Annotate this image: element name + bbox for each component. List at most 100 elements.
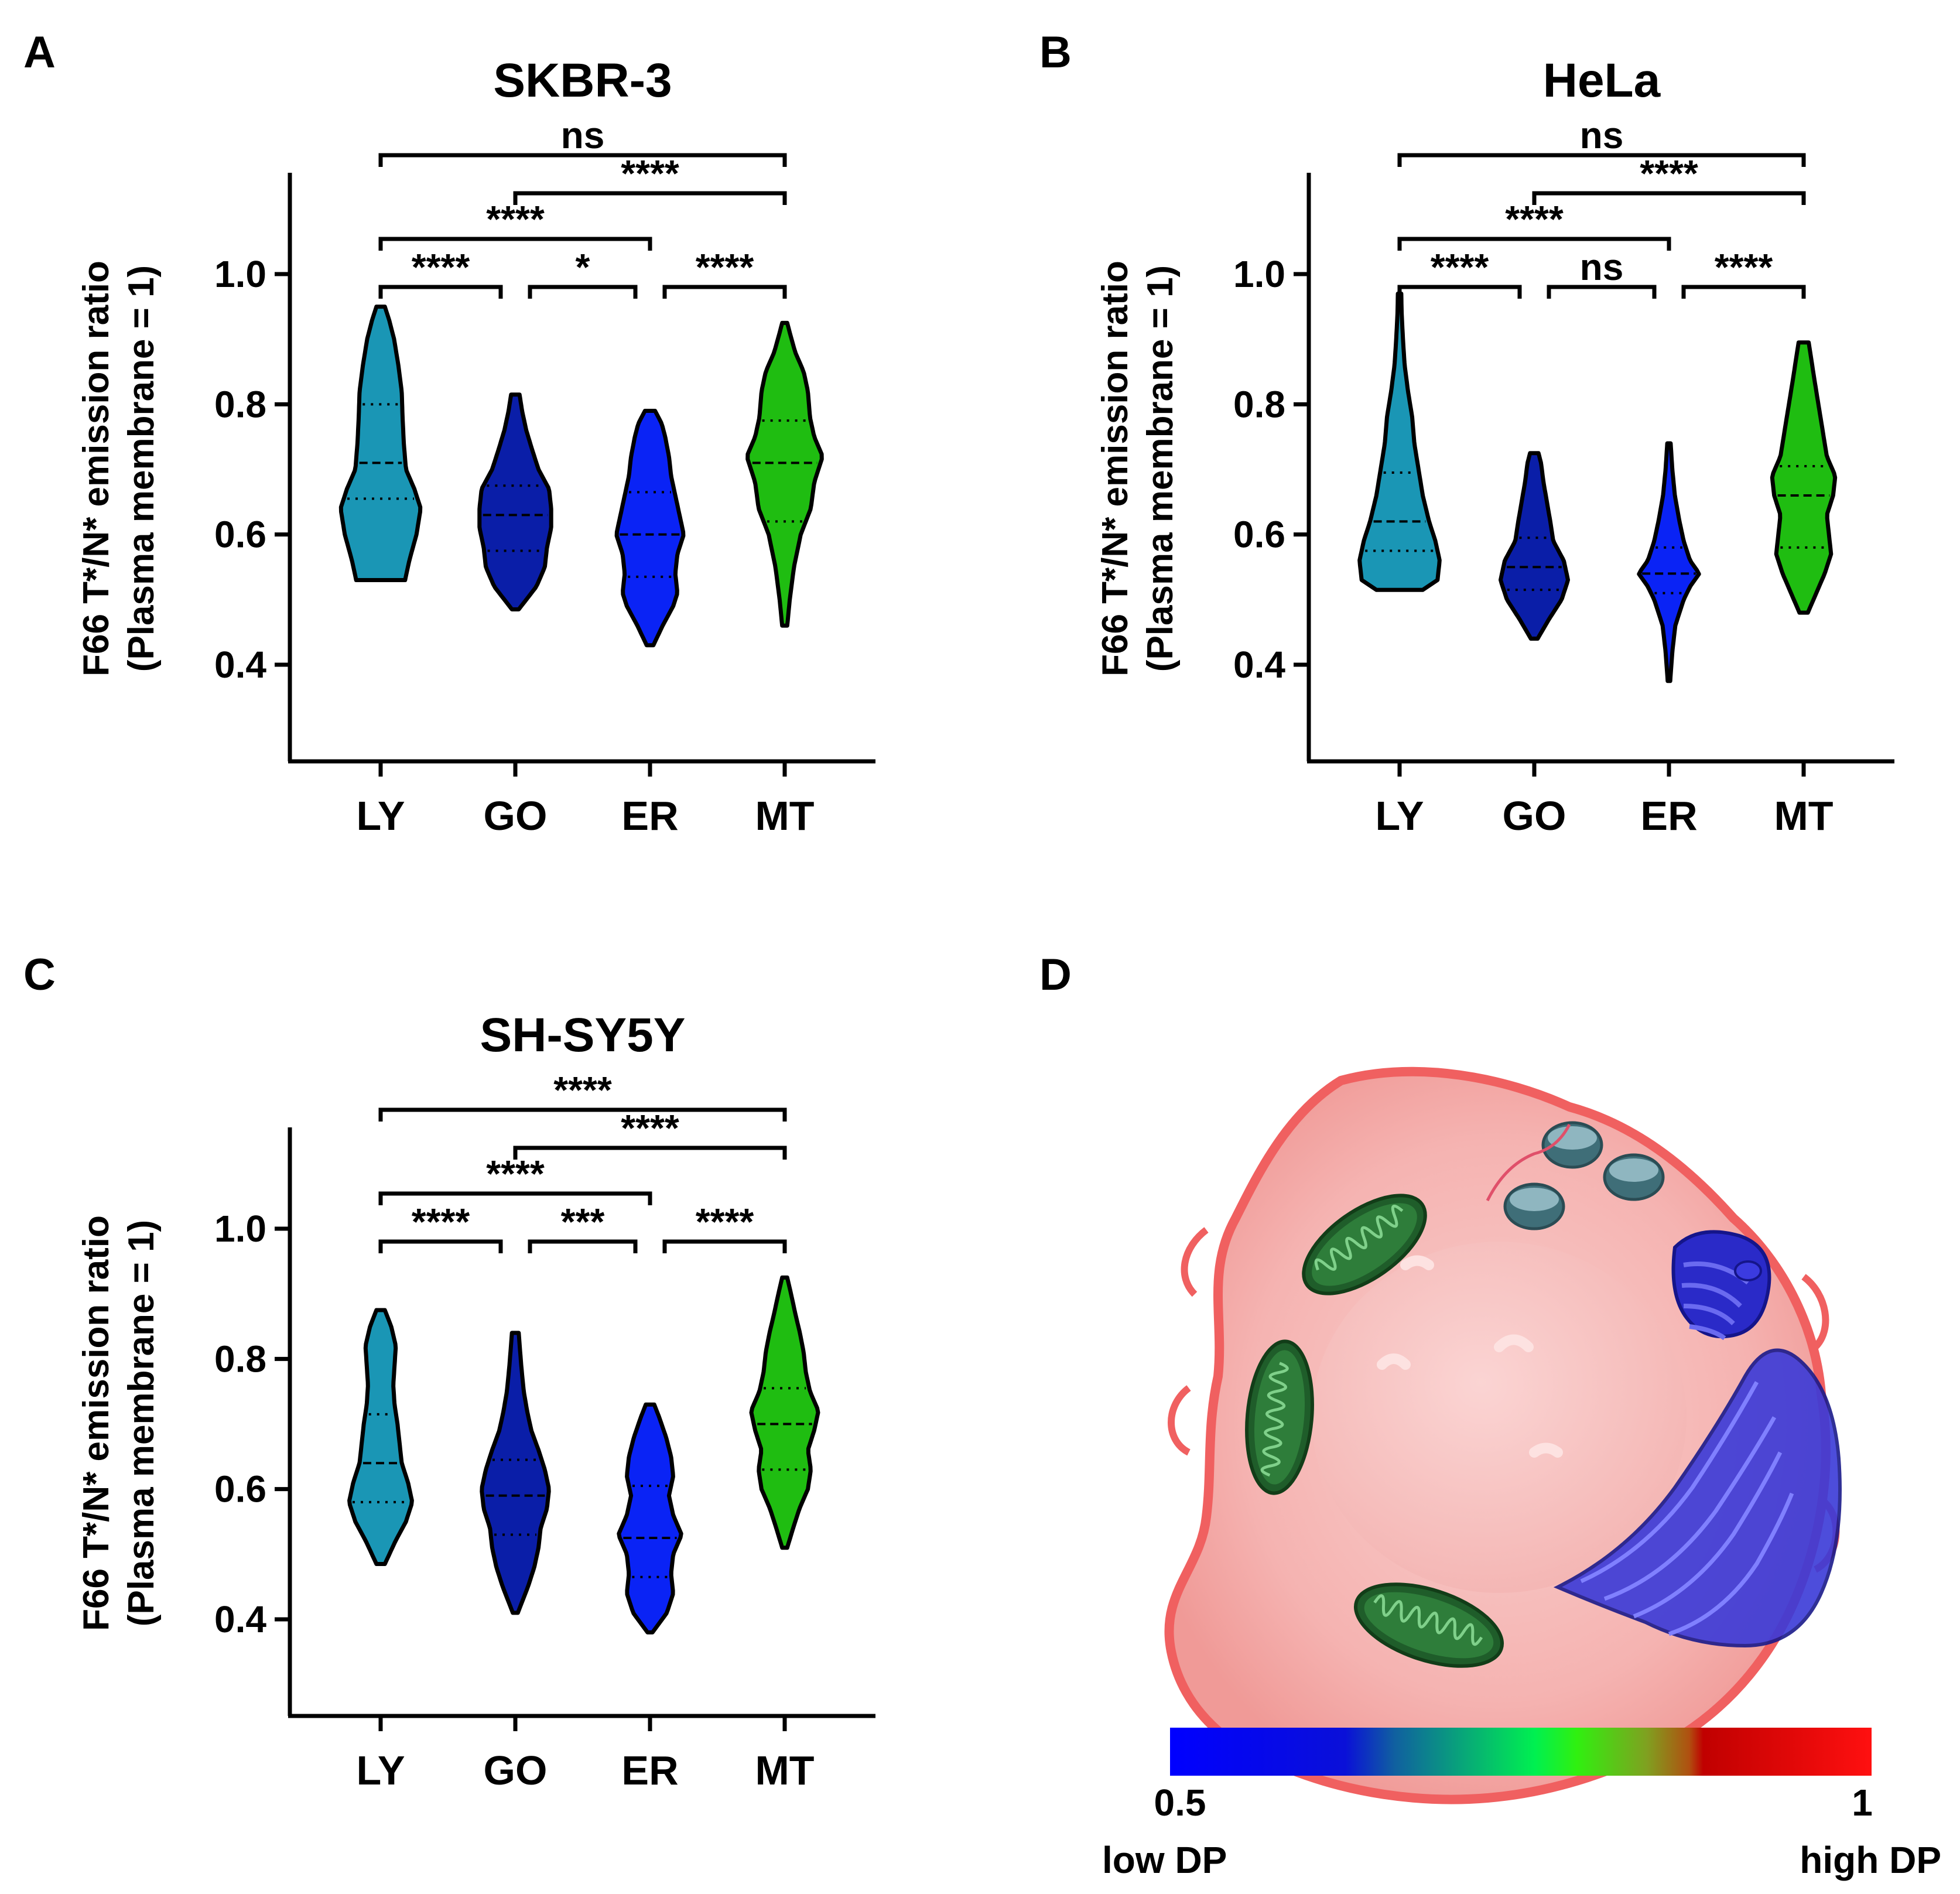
- y-tick-label: 1.0: [1233, 253, 1285, 295]
- significance-label: ns: [1580, 246, 1624, 288]
- significance-label: ****: [696, 1201, 754, 1243]
- panel-label-c: C: [23, 950, 56, 1000]
- significance-bracket: [378, 285, 503, 299]
- violin-go: [1499, 451, 1570, 641]
- mitochondrion-left: [1245, 1339, 1314, 1495]
- x-tick-label-go: GO: [484, 793, 548, 839]
- significance-label: ****: [412, 246, 470, 288]
- x-tick-label-ly: LY: [1375, 793, 1424, 839]
- significance-label: *: [576, 246, 590, 288]
- colorbar-low-label: low DP: [1102, 1839, 1227, 1881]
- violin-er: [617, 1402, 683, 1635]
- significance-bracket: [378, 1107, 787, 1122]
- y-tick-label: 0.4: [214, 1598, 266, 1640]
- x-tick-label-mt: MT: [1774, 793, 1833, 839]
- significance-bracket: [1397, 285, 1522, 299]
- colorbar-max-label: 1: [1852, 1782, 1873, 1824]
- lysosomes: [1486, 1121, 1665, 1230]
- significance-label: ns: [1580, 114, 1624, 156]
- cell-illustration: [1164, 1066, 1842, 1804]
- significance-bracket: [513, 1146, 787, 1160]
- significance-bracket: [1681, 285, 1806, 299]
- mitochondrion-bottom: [1353, 1582, 1504, 1668]
- y-tick-label: 0.6: [214, 514, 266, 556]
- colorbar-high-label: high DP: [1800, 1839, 1941, 1881]
- significance-bracket: [513, 191, 787, 205]
- mitochondrion-top: [1302, 1194, 1427, 1295]
- significance-label: ****: [553, 1069, 612, 1111]
- y-tick-label: 0.8: [214, 383, 266, 425]
- violin-go: [480, 1331, 551, 1615]
- significance-label: ****: [696, 246, 754, 288]
- x-tick-label-er: ER: [1640, 793, 1697, 839]
- endoplasmic-reticulum: [1553, 1348, 1842, 1648]
- nucleus: [1312, 1242, 1687, 1593]
- significance-bracket: [662, 1239, 787, 1253]
- violin-er: [614, 409, 686, 648]
- colorbar-gradient: [1170, 1728, 1872, 1776]
- chart-title: SH-SY5Y: [480, 1008, 686, 1062]
- significance-bracket: [1547, 285, 1657, 299]
- y-tick-label: 1.0: [214, 1208, 266, 1250]
- vesicle-highlights: [1377, 1255, 1563, 1458]
- y-axis-label-line1: F66 T*/N* emission ratio: [76, 1215, 117, 1631]
- significance-bracket: [1397, 237, 1671, 251]
- significance-bracket: [662, 285, 787, 299]
- colorbar: 0.5 1 low DP high DP: [1102, 1728, 1941, 1881]
- chart-title: HeLa: [1543, 54, 1661, 107]
- y-axis-label-line1: F66 T*/N* emission ratio: [1095, 261, 1135, 676]
- chart-panel-shsy5y: SH-SY5Y 0.4 0.6 0.8 1.0 F66 T*/N* emission ra…: [76, 1008, 875, 1793]
- y-axis-label-line2: (Plasma membrane = 1): [121, 265, 162, 672]
- x-tick-label-mt: MT: [755, 793, 814, 839]
- significance-bracket: [378, 237, 652, 251]
- significance-label: ****: [1715, 246, 1773, 288]
- significance-bracket: [528, 1239, 638, 1253]
- significance-bracket: [378, 1191, 652, 1205]
- x-tick-label-er: ER: [621, 793, 678, 839]
- significance-bracket: [1397, 153, 1806, 167]
- panel-label-b: B: [1039, 28, 1072, 77]
- significance-bracket: [528, 285, 638, 299]
- chart-panel-skbr3: SKBR-3 0.4 0.6 0.8 1.0 F66 T*/N* emission rat…: [76, 54, 875, 839]
- violin-go: [477, 392, 553, 611]
- y-tick-label: 0.6: [214, 1468, 266, 1510]
- violin-mt: [745, 320, 824, 628]
- y-tick-label: 0.4: [214, 644, 266, 686]
- significance-bracket: [378, 153, 787, 167]
- x-tick-label-go: GO: [1503, 793, 1566, 839]
- x-tick-label-mt: MT: [755, 1748, 814, 1793]
- significance-label: ****: [1431, 246, 1489, 288]
- colorbar-min-label: 0.5: [1154, 1782, 1206, 1824]
- violin-mt: [1770, 340, 1838, 615]
- y-tick-label: 0.8: [1233, 383, 1285, 425]
- panel-label-a: A: [23, 28, 56, 77]
- y-tick-label: 0.4: [1233, 644, 1285, 686]
- x-tick-label-ly: LY: [356, 1748, 405, 1793]
- golgi-apparatus: [1671, 1230, 1771, 1341]
- violin-ly: [347, 1308, 414, 1566]
- chart-panel-hela: HeLa 0.4 0.6 0.8 1.0 F66 T*/N* emission ratio…: [1095, 54, 1894, 839]
- significance-label: ****: [621, 152, 679, 194]
- significance-label: ****: [412, 1201, 470, 1243]
- x-tick-label-go: GO: [484, 1748, 548, 1793]
- panel-label-d: D: [1039, 950, 1072, 1000]
- significance-label: ****: [1640, 152, 1698, 194]
- y-tick-label: 1.0: [214, 253, 266, 295]
- significance-bracket: [378, 1239, 503, 1253]
- violin-er: [1637, 441, 1701, 683]
- violin-ly: [1357, 291, 1442, 592]
- y-tick-label: 0.8: [214, 1338, 266, 1380]
- cell-membrane-outer-lobes: [1168, 1227, 1840, 1573]
- significance-bracket: [1532, 191, 1806, 205]
- y-axis-label-line2: (Plasma membrane = 1): [121, 1220, 162, 1626]
- violin-mt: [749, 1275, 820, 1550]
- significance-label: ****: [621, 1107, 679, 1149]
- x-tick-label-ly: LY: [356, 793, 405, 839]
- chart-title: SKBR-3: [493, 54, 672, 107]
- significance-label: ***: [561, 1201, 605, 1243]
- significance-label: ns: [561, 114, 605, 156]
- x-tick-label-er: ER: [621, 1748, 678, 1793]
- y-tick-label: 0.6: [1233, 514, 1285, 556]
- y-axis-label-line1: F66 T*/N* emission ratio: [76, 261, 117, 676]
